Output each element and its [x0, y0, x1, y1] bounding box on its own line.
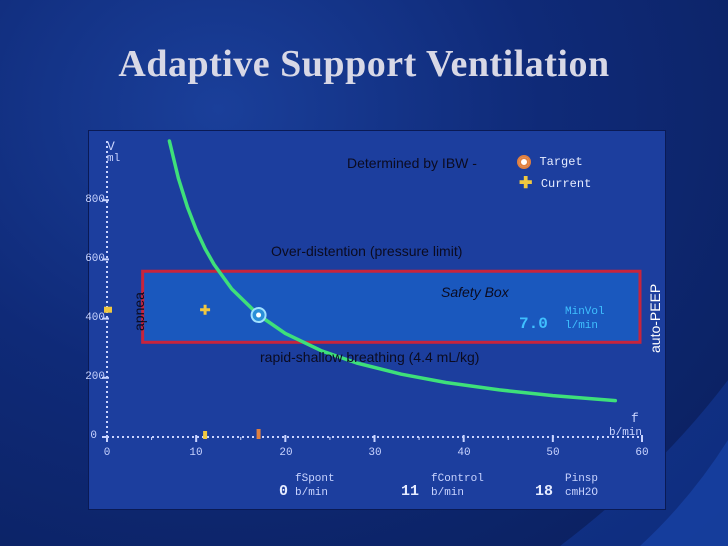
fcontrol-value: 11 [401, 483, 420, 500]
x-tick-label: 10 [189, 447, 203, 459]
fspont-name: fSpont [295, 473, 335, 485]
minvol-value: 7.0 [519, 315, 548, 333]
x-tick-label: 30 [368, 447, 382, 459]
x-axis-target-marker [256, 429, 261, 439]
y-tick-label: 400 [85, 312, 105, 324]
minvol-unit: l/min [565, 320, 599, 332]
overdistention-annotation: Over-distention (pressure limit) [271, 243, 463, 259]
target-icon [517, 154, 531, 169]
legend-target-label: Target [539, 154, 583, 169]
fcontrol-unit: b/min [431, 487, 465, 499]
rapid-shallow-annotation: rapid-shallow breathing (4.4 mL/kg) [260, 349, 480, 365]
minute-ventilation-curve [167, 139, 618, 403]
y-axis-unit: ml [107, 153, 121, 165]
y-axis-current-marker [104, 306, 112, 313]
pinsp-value: 18 [535, 483, 554, 500]
ibw-annotation: Determined by IBW - [347, 155, 477, 171]
y-tick-label: 800 [85, 194, 105, 206]
x-tick-label: 0 [103, 447, 111, 459]
legend-target: Target [517, 153, 583, 171]
safety-box-label: Safety Box [441, 284, 509, 300]
fspont-unit: b/min [295, 487, 329, 499]
current-point [200, 304, 211, 315]
auto-peep-annotation: auto-PEEP [647, 283, 663, 353]
x-tick-label: 40 [457, 447, 471, 459]
slide-title: Adaptive Support Ventilation [118, 43, 610, 85]
pinsp-name: Pinsp [565, 473, 599, 485]
y-axis-title: V [107, 139, 115, 154]
x-tick-label: 60 [635, 447, 649, 459]
target-point-center [256, 312, 262, 318]
apnea-annotation: apnea [131, 292, 147, 331]
x-axis-title: f [631, 411, 639, 426]
legend-current: ✚ Current [519, 175, 591, 193]
fcontrol-name: fControl [431, 473, 484, 485]
pinsp-unit: cmH2O [565, 487, 599, 499]
minvol-name: MinVol [565, 306, 605, 318]
x-axis-current-marker [203, 431, 208, 439]
ventilator-screen: V ml 800 600 400 200 0 0 10 20 30 40 50 … [85, 130, 666, 510]
y-tick-label: 600 [85, 253, 105, 265]
asv-chart [102, 139, 643, 442]
x-axis-unit: b/min [609, 427, 643, 439]
plus-icon: ✚ [519, 174, 533, 192]
legend-current-label: Current [540, 176, 592, 191]
fspont-value: 0 [279, 483, 289, 500]
x-tick-label: 20 [279, 447, 293, 459]
y-tick-label: 200 [85, 371, 105, 383]
y-tick-label: 0 [90, 430, 97, 442]
x-tick-label: 50 [546, 447, 560, 459]
